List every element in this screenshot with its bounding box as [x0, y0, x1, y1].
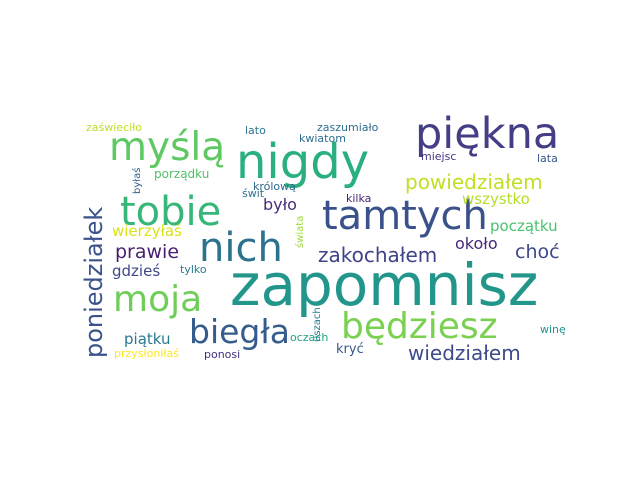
- word-swit: świt: [242, 187, 265, 200]
- word-wierzylas: wierzyłaś: [112, 222, 182, 240]
- word-poczatku: początku: [490, 217, 558, 235]
- word-przyslonilas: przysłoniłaś: [114, 347, 180, 360]
- word-piekna: piękna: [415, 109, 560, 159]
- word-kryc: kryć: [336, 342, 364, 357]
- word-okolo: około: [455, 234, 498, 253]
- word-lata: lata: [537, 152, 558, 165]
- word-zapomnisz: zapomnisz: [230, 251, 539, 319]
- word-poniedzialek: poniedziałek: [80, 206, 108, 358]
- word-oczach: oczach: [290, 331, 329, 344]
- word-powiedzialem: powiedziałem: [405, 170, 543, 194]
- word-zaszumialo: zaszumiało: [317, 121, 379, 134]
- word-moja: moja: [113, 279, 203, 320]
- word-ponosi: ponosi: [204, 348, 241, 361]
- word-wszystko: wszystko: [462, 190, 530, 208]
- word-biegla: biegła: [189, 312, 290, 351]
- word-choc: choć: [515, 241, 560, 263]
- word-tamtych: tamtych: [322, 193, 488, 239]
- word-kilka: kilka: [346, 192, 372, 205]
- word-miejsc: miejsc: [421, 150, 457, 163]
- word-bedziesz: będziesz: [341, 306, 498, 347]
- word-piatku: piątku: [124, 330, 171, 348]
- word-mysla: myślą: [109, 125, 226, 170]
- word-tylko: tylko: [180, 263, 207, 276]
- word-tobie: tobie: [120, 189, 222, 235]
- word-uszach: uszach: [312, 307, 323, 342]
- word-bylas: byłaś: [132, 167, 143, 194]
- word-zaswiecilo: zaświeciło: [86, 121, 143, 134]
- word-nigdy: nigdy: [236, 134, 370, 190]
- word-lato: lato: [245, 124, 266, 137]
- word-zakochalem: zakochałem: [318, 243, 438, 267]
- word-krolowa: królową: [253, 180, 296, 193]
- word-kwiatom: kwiatom: [299, 132, 346, 145]
- word-gdzies: gdzieś: [112, 262, 161, 280]
- word-swiata: świata: [295, 215, 306, 248]
- word-wiedzialem: wiedziałem: [408, 341, 521, 365]
- word-prawie: prawie: [115, 241, 180, 263]
- word-bylo: było: [263, 195, 297, 214]
- word-wine: winę: [540, 323, 566, 336]
- word-porzadku: porządku: [154, 167, 210, 181]
- word-nich: nich: [199, 225, 283, 271]
